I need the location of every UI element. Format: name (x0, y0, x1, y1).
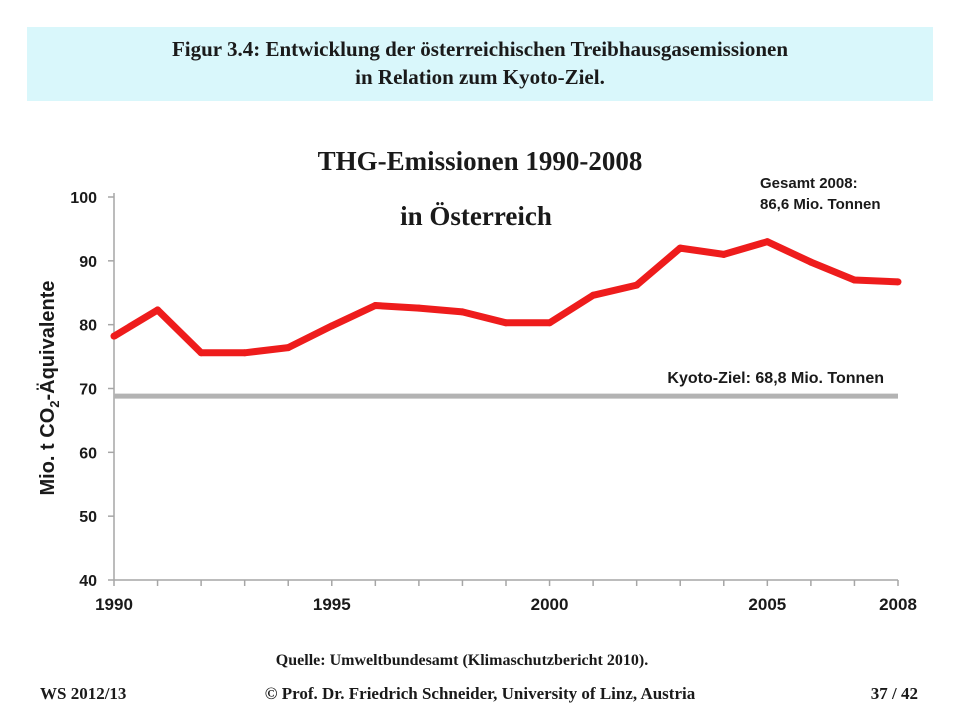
footer-copyright: © Prof. Dr. Friedrich Schneider, Univers… (264, 684, 696, 703)
x-tick-label: 2005 (748, 595, 786, 614)
emissions-data-point (546, 319, 554, 327)
annotation-line-1: Gesamt 2008: (760, 175, 858, 192)
emissions-data-point (328, 322, 336, 330)
chart-subtitle: in Österreich (400, 201, 552, 231)
emissions-data-point (110, 332, 118, 340)
emissions-data-point (850, 276, 858, 284)
x-tick-label: 1995 (313, 595, 351, 614)
emissions-data-point (241, 349, 249, 357)
x-tick-label: 2000 (531, 595, 569, 614)
figure-header: Figur 3.4: Entwicklung der österreichisc… (27, 27, 933, 101)
emissions-data-point (502, 319, 510, 327)
emissions-data-point (371, 302, 379, 310)
figure-title-line-1: Figur 3.4: Entwicklung der österreichisc… (171, 37, 789, 61)
emissions-data-point (197, 349, 205, 357)
emissions-data-point (676, 244, 684, 252)
x-tick-label: 2008 (879, 595, 917, 614)
y-tick-label: 80 (79, 318, 97, 335)
footer-page-number: 37 / 42 (870, 684, 918, 703)
y-tick-label: 60 (79, 445, 97, 462)
y-tick-label: 40 (79, 573, 97, 590)
figure-title-line-2: in Relation zum Kyoto-Ziel. (355, 65, 605, 89)
emissions-data-point (154, 306, 162, 314)
plot-area: 40 50 60 70 80 90 100 1990 1995 2000 2005 2008 Kyoto… (70, 190, 917, 614)
emissions-data-point (589, 291, 597, 299)
y-tick-label: 90 (79, 254, 97, 271)
y-tick-label: 50 (79, 509, 97, 526)
emissions-data-point (894, 278, 902, 286)
x-tick-label: 1990 (95, 595, 133, 614)
y-tick-label: 100 (70, 190, 97, 207)
footer-semester: WS 2012/13 (40, 684, 127, 703)
y-axis-label: Mio. t CO2-Äquivalente (36, 280, 62, 495)
y-tick-label: 70 (79, 382, 97, 399)
annotation-line-2: 86,6 Mio. Tonnen (760, 196, 881, 213)
kyoto-target-label: Kyoto-Ziel: 68,8 Mio. Tonnen (667, 370, 884, 387)
emissions-data-point (807, 258, 815, 266)
emissions-data-point (763, 238, 771, 246)
emissions-data-point (284, 344, 292, 352)
emissions-data-point (633, 281, 641, 289)
source-note: Quelle: Umweltbundesamt (Klimaschutzberi… (276, 652, 648, 669)
chart-title: THG-Emissionen 1990-2008 (318, 146, 643, 176)
emissions-series-line (112, 238, 899, 357)
emissions-data-point (458, 308, 466, 316)
emissions-data-point (415, 304, 423, 312)
emissions-data-point (720, 250, 728, 258)
